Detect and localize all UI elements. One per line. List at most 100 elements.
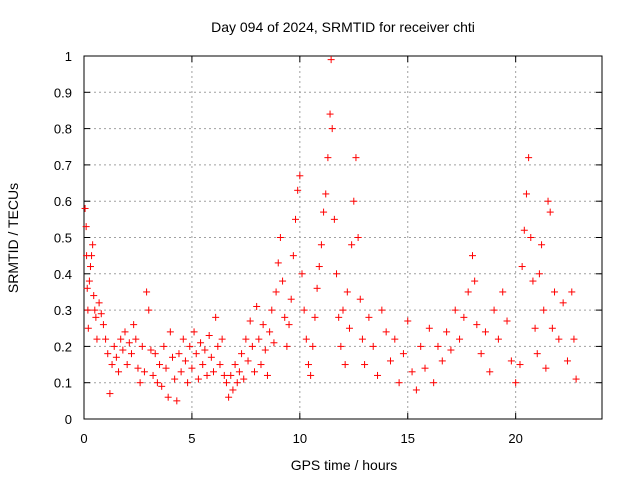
data-point	[115, 368, 123, 376]
data-point	[378, 306, 386, 314]
data-point	[235, 368, 243, 376]
x-axis-label: GPS time / hours	[291, 457, 398, 473]
data-point	[238, 350, 246, 358]
data-point	[233, 379, 241, 387]
data-point	[570, 335, 578, 343]
data-point	[181, 357, 189, 365]
data-point	[210, 368, 217, 376]
data-point	[320, 208, 328, 216]
data-point	[158, 382, 166, 390]
data-point	[263, 371, 271, 379]
data-point	[518, 263, 526, 271]
data-point	[205, 332, 213, 340]
data-point	[546, 208, 554, 216]
data-point	[356, 295, 364, 303]
data-point	[354, 234, 362, 241]
data-point	[430, 379, 438, 387]
data-point	[246, 317, 254, 325]
data-point	[104, 350, 112, 358]
y-tick-label: 0.3	[54, 303, 72, 318]
data-point	[91, 306, 99, 314]
data-point	[125, 339, 133, 347]
data-point	[507, 357, 515, 365]
data-point	[302, 335, 310, 343]
data-point	[503, 317, 511, 325]
data-point	[469, 252, 476, 260]
data-point	[136, 379, 144, 387]
data-point	[281, 313, 289, 321]
data-point	[82, 223, 90, 231]
data-point	[186, 342, 194, 350]
y-tick-label: 0.5	[54, 231, 72, 246]
data-point	[171, 375, 179, 383]
data-point	[555, 335, 563, 343]
data-point	[568, 288, 576, 296]
data-point	[330, 215, 338, 223]
data-point	[242, 335, 250, 343]
data-point	[300, 306, 308, 314]
data-point	[166, 328, 174, 336]
data-point	[81, 204, 89, 212]
y-tick-label: 0.7	[54, 158, 72, 173]
data-point	[481, 328, 489, 336]
data-point	[127, 350, 135, 358]
data-point	[540, 306, 548, 314]
data-point	[460, 313, 468, 321]
y-tick-label: 0.6	[54, 194, 72, 209]
data-point	[337, 342, 345, 350]
data-point	[134, 364, 142, 372]
data-point	[404, 317, 412, 325]
data-point	[156, 361, 164, 369]
data-point	[179, 335, 187, 343]
chart-title: Day 094 of 2024, SRMTID for receiver cht…	[211, 19, 475, 35]
data-point	[358, 335, 366, 343]
data-point	[289, 252, 297, 260]
data-point	[326, 110, 334, 118]
y-axis-label: SRMTID / TECUs	[5, 183, 21, 293]
y-tick-label: 0.8	[54, 122, 72, 137]
data-point	[287, 295, 295, 303]
data-point	[92, 313, 100, 321]
data-point	[257, 361, 265, 369]
data-point	[443, 328, 451, 336]
data-point	[266, 328, 274, 336]
data-point	[240, 375, 248, 383]
data-point	[149, 371, 157, 379]
y-tick-label: 0.1	[54, 376, 72, 391]
data-point	[106, 390, 114, 398]
data-point	[527, 234, 535, 241]
data-point	[343, 288, 351, 296]
data-point	[93, 335, 101, 343]
data-point	[255, 335, 263, 343]
y-tick-label: 0	[65, 412, 72, 427]
data-point	[108, 361, 116, 369]
data-point	[162, 364, 170, 372]
data-point	[311, 313, 319, 321]
data-point	[348, 241, 356, 249]
data-point	[86, 263, 94, 271]
data-point	[438, 357, 446, 365]
data-point	[535, 270, 543, 278]
data-point	[89, 241, 97, 249]
data-point	[112, 353, 120, 361]
data-point	[374, 371, 382, 379]
data-point	[147, 346, 155, 354]
x-tick-label: 0	[80, 431, 87, 446]
data-point	[218, 335, 226, 343]
data-point	[520, 226, 528, 234]
data-point	[538, 241, 546, 249]
data-point	[244, 357, 252, 365]
data-point	[473, 321, 481, 329]
x-tick-label: 5	[188, 431, 195, 446]
data-point	[83, 284, 91, 292]
data-point	[222, 379, 230, 387]
data-point	[251, 368, 259, 376]
data-point	[525, 154, 533, 162]
data-point	[542, 364, 550, 372]
data-point	[533, 350, 541, 358]
data-point	[294, 186, 302, 194]
data-point	[268, 306, 276, 314]
data-point	[307, 371, 315, 379]
